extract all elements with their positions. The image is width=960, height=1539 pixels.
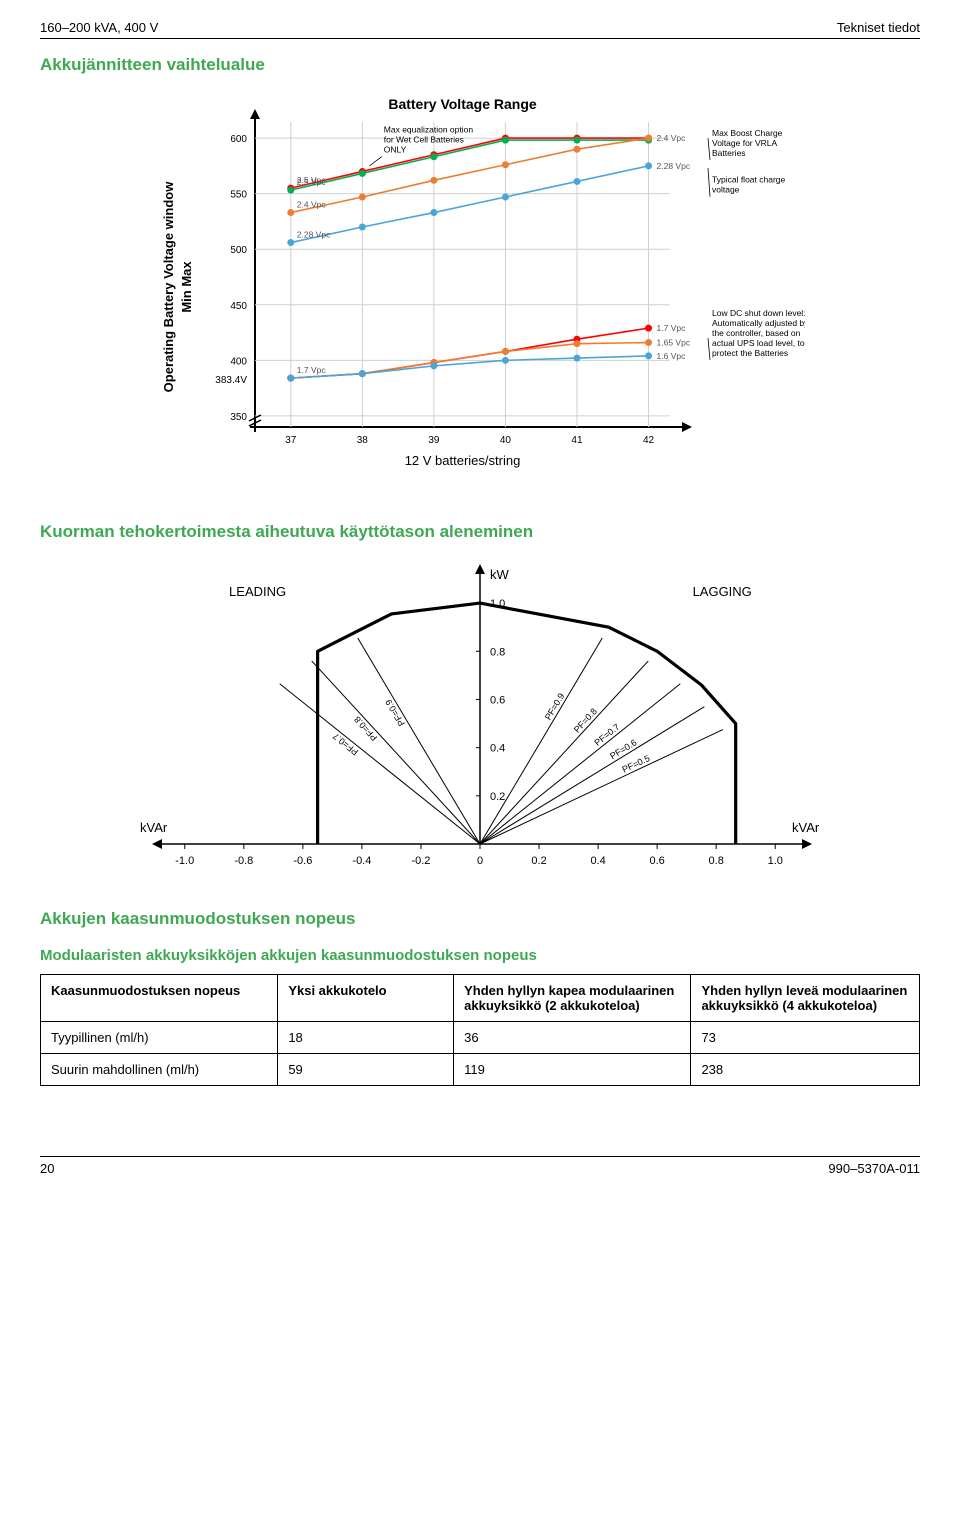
table-cell: Tyypillinen (ml/h)	[41, 1022, 278, 1054]
table-header-cell: Yhden hyllyn kapea modulaarinen akkuyksi…	[454, 975, 691, 1022]
svg-text:39: 39	[428, 435, 440, 446]
table-cell: 73	[691, 1022, 920, 1054]
svg-text:600: 600	[230, 134, 247, 145]
svg-text:1.0: 1.0	[768, 855, 783, 867]
svg-text:PF=0.9: PF=0.9	[383, 697, 407, 727]
svg-text:1.6 Vpc: 1.6 Vpc	[657, 351, 687, 361]
footer-right: 990–5370A-011	[828, 1161, 920, 1176]
svg-text:Battery Voltage Range: Battery Voltage Range	[388, 96, 537, 112]
svg-text:0.8: 0.8	[490, 646, 505, 658]
svg-text:PF=0.5: PF=0.5	[621, 753, 652, 775]
svg-text:Typical float charge: Typical float charge	[712, 175, 786, 185]
svg-text:Operating Battery Voltage wind: Operating Battery Voltage window	[161, 181, 176, 393]
svg-text:400: 400	[230, 356, 247, 367]
table-cell: 238	[691, 1054, 920, 1086]
svg-text:0: 0	[477, 855, 483, 867]
section-title-2: Kuorman tehokertoimesta aiheutuva käyttö…	[40, 522, 920, 542]
svg-text:-1.0: -1.0	[175, 855, 194, 867]
svg-text:PF=0.9: PF=0.9	[543, 691, 567, 721]
page-footer: 20 990–5370A-011	[40, 1156, 920, 1176]
section-title-1: Akkujännitteen vaihtelualue	[40, 55, 920, 75]
page-header: 160–200 kVA, 400 V Tekniset tiedot	[40, 20, 920, 39]
table-cell: Suurin mahdollinen (ml/h)	[41, 1054, 278, 1086]
svg-text:kVAr: kVAr	[140, 820, 168, 835]
section-title-3: Akkujen kaasunmuodostuksen nopeus	[40, 909, 920, 929]
svg-text:2.4 Vpc: 2.4 Vpc	[657, 133, 687, 143]
table-row: Tyypillinen (ml/h)183673	[41, 1022, 920, 1054]
svg-text:0.4: 0.4	[490, 743, 505, 755]
header-left: 160–200 kVA, 400 V	[40, 20, 158, 35]
svg-text:2.28 Vpc: 2.28 Vpc	[297, 230, 331, 240]
svg-text:Max Boost Charge: Max Boost Charge	[712, 128, 783, 138]
svg-text:voltage: voltage	[712, 185, 740, 195]
svg-text:38: 38	[357, 435, 369, 446]
svg-text:PF=0.8: PF=0.8	[572, 706, 599, 734]
svg-text:for Wet Cell Batteries: for Wet Cell Batteries	[384, 135, 464, 145]
table-cell: 18	[278, 1022, 454, 1054]
svg-text:LAGGING: LAGGING	[693, 584, 752, 599]
table-cell: 59	[278, 1054, 454, 1086]
svg-text:2.4 Vpc: 2.4 Vpc	[297, 200, 327, 210]
svg-text:ONLY: ONLY	[384, 145, 407, 155]
table-row: Suurin mahdollinen (ml/h)59119238	[41, 1054, 920, 1086]
svg-text:550: 550	[230, 190, 247, 201]
svg-text:Voltage for VRLA: Voltage for VRLA	[712, 138, 778, 148]
svg-text:kW: kW	[490, 567, 510, 582]
svg-text:12 V batteries/string: 12 V batteries/string	[405, 453, 521, 468]
svg-text:383.4V: 383.4V	[215, 375, 247, 386]
svg-text:Min: Min Max	[179, 261, 194, 313]
svg-text:Automatically adjusted by: Automatically adjusted by	[712, 318, 805, 328]
svg-text:0.6: 0.6	[490, 694, 505, 706]
svg-text:1.65 Vpc: 1.65 Vpc	[657, 338, 691, 348]
svg-text:Low DC shut down level:: Low DC shut down level:	[712, 308, 805, 318]
svg-text:-0.6: -0.6	[293, 855, 312, 867]
svg-text:kVAr: kVAr	[792, 820, 820, 835]
svg-text:0.6: 0.6	[649, 855, 664, 867]
svg-text:-0.8: -0.8	[234, 855, 253, 867]
power-factor-chart: -1.0 -0.8 -0.6 -0.4 -0.2 0 0.2 0.4 0.6 0.8 1.0 0.2 0…	[40, 554, 920, 889]
svg-text:40: 40	[500, 435, 512, 446]
table-header-cell: Yksi akkukotelo	[278, 975, 454, 1022]
svg-text:350: 350	[230, 412, 247, 423]
table-caption: Modulaaristen akkuyksikköjen akkujen kaa…	[40, 947, 920, 964]
svg-text:2.28 Vpc: 2.28 Vpc	[657, 161, 691, 171]
footer-left: 20	[40, 1161, 54, 1176]
svg-text:protect the Batteries: protect the Batteries	[712, 348, 788, 358]
table-cell: 36	[454, 1022, 691, 1054]
svg-text:2.5 Vpc: 2.5 Vpc	[297, 177, 327, 187]
svg-text:LEADING: LEADING	[229, 584, 286, 599]
svg-text:42: 42	[643, 435, 655, 446]
svg-text:0.8: 0.8	[709, 855, 724, 867]
svg-text:0.2: 0.2	[490, 791, 505, 803]
table-header-cell: Kaasunmuodostuksen nopeus	[41, 975, 278, 1022]
svg-text:41: 41	[571, 435, 583, 446]
battery-voltage-chart: Operating Battery Voltage windowMin Max B…	[40, 87, 920, 492]
svg-text:PF=0.8: PF=0.8	[352, 714, 379, 742]
svg-text:0.4: 0.4	[590, 855, 605, 867]
table-header-cell: Yhden hyllyn leveä modulaarinen akkuyksi…	[691, 975, 920, 1022]
svg-text:450: 450	[230, 301, 247, 312]
header-right: Tekniset tiedot	[837, 20, 920, 35]
gas-rate-table: Kaasunmuodostuksen nopeusYksi akkukotelo…	[40, 974, 920, 1086]
svg-text:-0.2: -0.2	[411, 855, 430, 867]
svg-text:actual UPS load level, to: actual UPS load level, to	[712, 338, 805, 348]
table-cell: 119	[454, 1054, 691, 1086]
svg-text:Batteries: Batteries	[712, 148, 746, 158]
svg-text:37: 37	[285, 435, 297, 446]
svg-text:the controller, based on: the controller, based on	[712, 328, 801, 338]
svg-text:500: 500	[230, 245, 247, 256]
svg-text:1.7 Vpc: 1.7 Vpc	[657, 323, 687, 333]
svg-text:1.7 Vpc: 1.7 Vpc	[297, 365, 327, 375]
svg-text:-0.4: -0.4	[352, 855, 371, 867]
svg-text:Max equalization option: Max equalization option	[384, 125, 474, 135]
svg-text:0.2: 0.2	[531, 855, 546, 867]
